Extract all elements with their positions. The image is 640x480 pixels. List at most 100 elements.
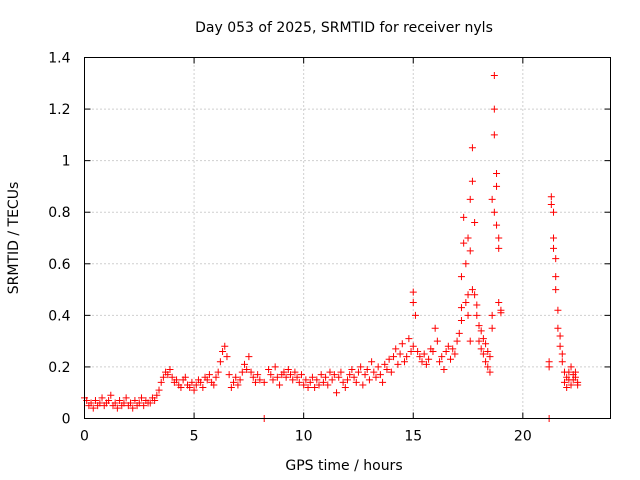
data-point	[317, 371, 325, 379]
data-point	[197, 378, 205, 386]
data-point	[205, 371, 213, 379]
grid-lines	[84, 57, 611, 419]
data-point	[295, 378, 303, 386]
data-point	[129, 404, 137, 412]
data-point	[449, 345, 457, 353]
data-point	[486, 353, 494, 361]
y-axis-label: SRMTID / TECUs	[6, 182, 22, 295]
data-point	[297, 371, 305, 379]
y-tick-label: 1.2	[48, 102, 70, 118]
data-point	[107, 391, 115, 399]
data-point	[348, 366, 356, 374]
data-point	[390, 353, 398, 361]
data-point	[547, 200, 555, 208]
data-point	[116, 396, 124, 404]
data-point	[567, 381, 575, 389]
data-point	[280, 368, 288, 376]
data-point	[560, 378, 568, 386]
data-point	[335, 373, 343, 381]
data-point	[475, 322, 483, 330]
data-point	[468, 177, 476, 185]
data-point	[313, 376, 321, 384]
data-point	[293, 373, 301, 381]
data-point	[273, 373, 281, 381]
data-point	[344, 376, 351, 384]
data-point	[479, 350, 487, 358]
data-point	[155, 386, 163, 394]
data-point	[177, 384, 185, 392]
data-point	[414, 347, 422, 355]
data-point	[330, 371, 338, 379]
data-point	[418, 358, 426, 366]
data-point	[400, 358, 408, 366]
data-point	[236, 376, 244, 384]
data-point	[319, 378, 327, 386]
data-point	[466, 337, 474, 345]
data-point	[368, 358, 376, 366]
data-point	[199, 384, 207, 392]
data-point	[370, 368, 378, 376]
data-point	[471, 291, 479, 299]
data-point	[493, 182, 501, 190]
data-point	[422, 360, 430, 368]
data-point	[238, 368, 246, 376]
data-point	[216, 358, 224, 366]
data-point	[254, 371, 262, 379]
data-point	[282, 373, 290, 381]
y-tick-label: 0.8	[48, 205, 70, 221]
data-point	[497, 309, 505, 317]
data-point	[457, 273, 465, 281]
data-point	[554, 324, 562, 332]
data-point	[447, 355, 455, 363]
x-tick-label: 10	[295, 429, 313, 445]
data-point	[457, 317, 465, 325]
data-point	[346, 371, 354, 379]
x-tick-label: 5	[190, 429, 199, 445]
data-point	[460, 239, 468, 247]
data-point	[436, 358, 444, 366]
data-point	[322, 373, 330, 381]
data-point	[420, 350, 428, 358]
data-point	[91, 396, 99, 404]
data-point	[411, 311, 419, 319]
data-point	[251, 378, 259, 386]
data-point	[223, 353, 231, 361]
data-point	[473, 311, 481, 319]
data-point	[131, 396, 139, 404]
data-point	[394, 360, 402, 368]
data-point	[387, 368, 395, 376]
y-tick-label: 0.4	[48, 308, 70, 324]
data-point	[392, 345, 400, 353]
data-point	[256, 376, 264, 384]
data-point	[396, 350, 404, 358]
data-point	[122, 394, 130, 402]
data-point	[484, 363, 492, 371]
data-point	[374, 363, 382, 371]
data-point	[113, 404, 121, 412]
data-point	[240, 360, 248, 368]
data-point	[451, 350, 459, 358]
data-point	[563, 384, 571, 392]
data-point	[552, 255, 560, 263]
data-point	[552, 286, 560, 294]
data-point	[306, 378, 314, 386]
data-point	[468, 144, 476, 152]
data-point	[214, 368, 222, 376]
data-point	[479, 335, 487, 343]
data-point	[127, 399, 135, 407]
data-point	[484, 347, 492, 355]
data-point	[550, 244, 558, 252]
data-point	[493, 170, 501, 178]
data-point	[234, 381, 242, 389]
data-point	[328, 376, 336, 384]
data-point	[379, 378, 387, 386]
data-point	[409, 288, 417, 296]
data-point	[135, 399, 143, 407]
x-tick-labels: 0 5 10 15 20	[80, 429, 532, 445]
data-point	[433, 337, 441, 345]
data-point	[466, 247, 474, 255]
y-tick-label: 0.2	[48, 360, 70, 376]
data-point	[442, 347, 450, 355]
data-point	[291, 368, 299, 376]
data-point	[304, 384, 312, 392]
